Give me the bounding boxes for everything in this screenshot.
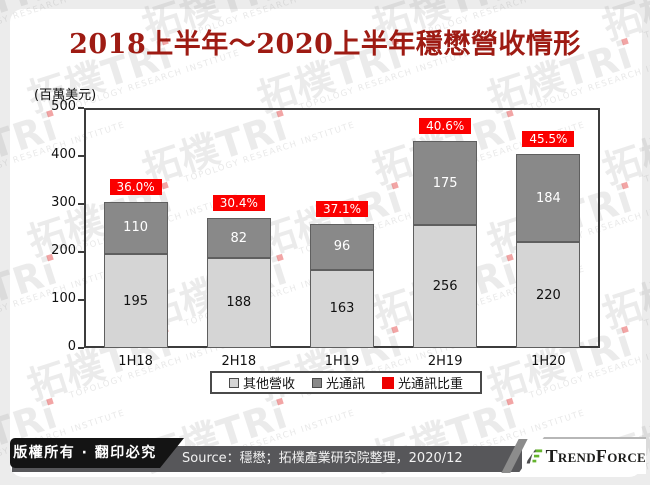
y-axis-tick-mark [78,299,84,301]
y-axis-tick-label: 400 [51,147,76,162]
bar-segment-optical: 110 [103,201,168,255]
source-bar: Source：穩懋；拓樸產業研究院整理，2020/12 [12,446,522,472]
legend-marker-optical [311,377,322,388]
bar-value-label: 163 [329,301,355,317]
bar-value-label: 82 [230,230,248,246]
legend-label: 光通訊比重 [397,377,463,392]
pct-label: 40.6% [419,118,472,135]
y-axis-tick-mark [78,347,84,349]
legend-item-optical-share: 光通訊比重 [381,373,463,392]
bar-value-label: 184 [535,190,561,206]
y-axis-tick-mark [78,155,84,157]
y-axis-tick-mark [78,203,84,205]
bar-segment-optical: 184 [516,154,581,243]
legend-marker-other-revenue [228,377,239,388]
y-axis-tick-label: 200 [51,243,76,258]
bar-segment-optical: 175 [413,141,478,226]
y-axis-tick-label: 300 [51,195,76,210]
trendforce-icon [526,449,543,464]
bar-segment-optical: 82 [206,218,271,258]
y-axis-unit-label: (百萬美元) [34,88,97,103]
bar-value-label: 256 [432,279,458,295]
y-axis-tick-label: 500 [51,99,76,114]
source-text: Source：穩懋；拓樸產業研究院整理，2020/12 [182,451,463,466]
x-axis-label: 2H19 [427,354,463,369]
y-axis-tick-mark [78,107,84,109]
x-axis-label: 1H20 [531,354,566,369]
bar-value-label: 220 [535,287,561,303]
legend-item-optical: 光通訊 [311,373,365,392]
bar-value-label: 96 [333,239,351,255]
y-axis-tick-mark [78,251,84,253]
y-axis-tick-label: 100 [51,291,76,306]
bar-value-label: 110 [123,220,148,236]
bar-value-label: 195 [123,293,148,309]
x-axis-label: 1H19 [324,354,360,369]
x-axis-label: 1H18 [118,354,153,369]
legend-marker-optical-share [381,376,394,389]
bar-segment-optical: 96 [310,223,374,270]
pct-label: 45.5% [522,131,575,148]
bar-segment-other-revenue: 220 [516,242,581,348]
stacked-bar-chart: 0 100 200 300 400 500 195 110 36.0% 1H18 188 82 30.4… [51,99,600,369]
legend-label: 其他營收 [242,377,295,392]
pct-label: 30.4% [212,195,265,212]
y-axis-tick-label: 0 [67,339,76,354]
bar-segment-other-revenue: 188 [206,257,271,348]
bar-value-label: 175 [432,175,458,191]
footer-bar: Source：穩懋；拓樸產業研究院整理，2020/12 TrendForce 版… [10,437,646,475]
pct-label: 37.1% [316,200,368,217]
bar-segment-other-revenue: 163 [310,269,374,348]
bar-value-label: 188 [226,295,252,311]
x-axis-label: 2H18 [221,354,257,369]
pct-label: 36.0% [109,178,162,195]
chart-title: 2018上半年～2020上半年穩懋營收情形 [69,29,581,60]
legend: 其他營收 光通訊 光通訊比重 [210,371,482,394]
trendforce-wordmark: TrendForce [545,446,646,466]
bar-segment-other-revenue: 195 [103,254,168,348]
bar-segment-other-revenue: 256 [413,225,478,348]
copyright-text: 版權所有 · 翻印必究 [13,445,157,461]
copyright-ribbon: 版權所有 · 翻印必究 [10,438,184,468]
legend-item-other-revenue: 其他營收 [228,373,295,392]
legend-label: 光通訊 [325,377,365,392]
brand-band: TrendForce [518,437,646,474]
